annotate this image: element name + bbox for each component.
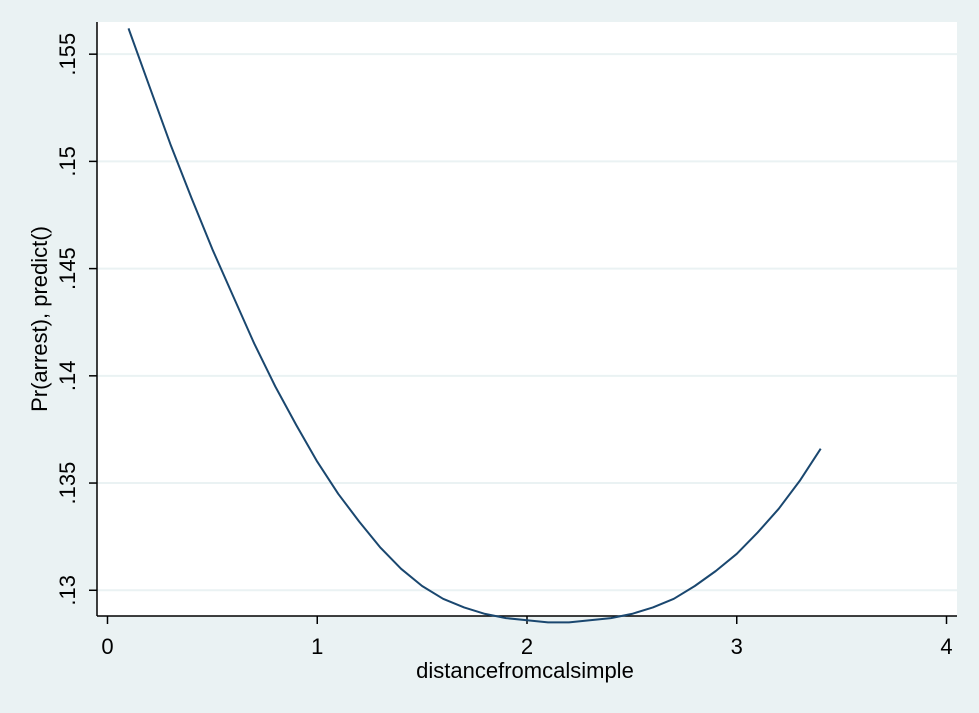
x-tick-label: 0 xyxy=(101,634,113,659)
y-tick-label: .155 xyxy=(55,33,80,76)
y-tick-label: .14 xyxy=(55,361,80,392)
y-tick-label: .15 xyxy=(55,146,80,177)
x-axis-title: distancefromcalsimple xyxy=(416,658,634,683)
y-tick-label: .145 xyxy=(55,247,80,290)
x-tick-label: 4 xyxy=(940,634,952,659)
y-axis-title: Pr(arrest), predict() xyxy=(27,226,52,412)
series-group xyxy=(127,28,822,624)
x-tick-label: 3 xyxy=(731,634,743,659)
x-tick-label: 1 xyxy=(311,634,323,659)
plot-area xyxy=(97,22,957,616)
y-tick-label: .13 xyxy=(55,575,80,606)
x-axis-ticks: 0 1 2 3 4 xyxy=(101,616,953,659)
y-tick-label: .135 xyxy=(55,462,80,505)
grid-lines xyxy=(97,53,957,592)
x-tick-label: 2 xyxy=(521,634,533,659)
y-axis-ticks: .13 .135 .14 .145 .15 .155 xyxy=(55,33,97,606)
series-line xyxy=(127,28,822,624)
